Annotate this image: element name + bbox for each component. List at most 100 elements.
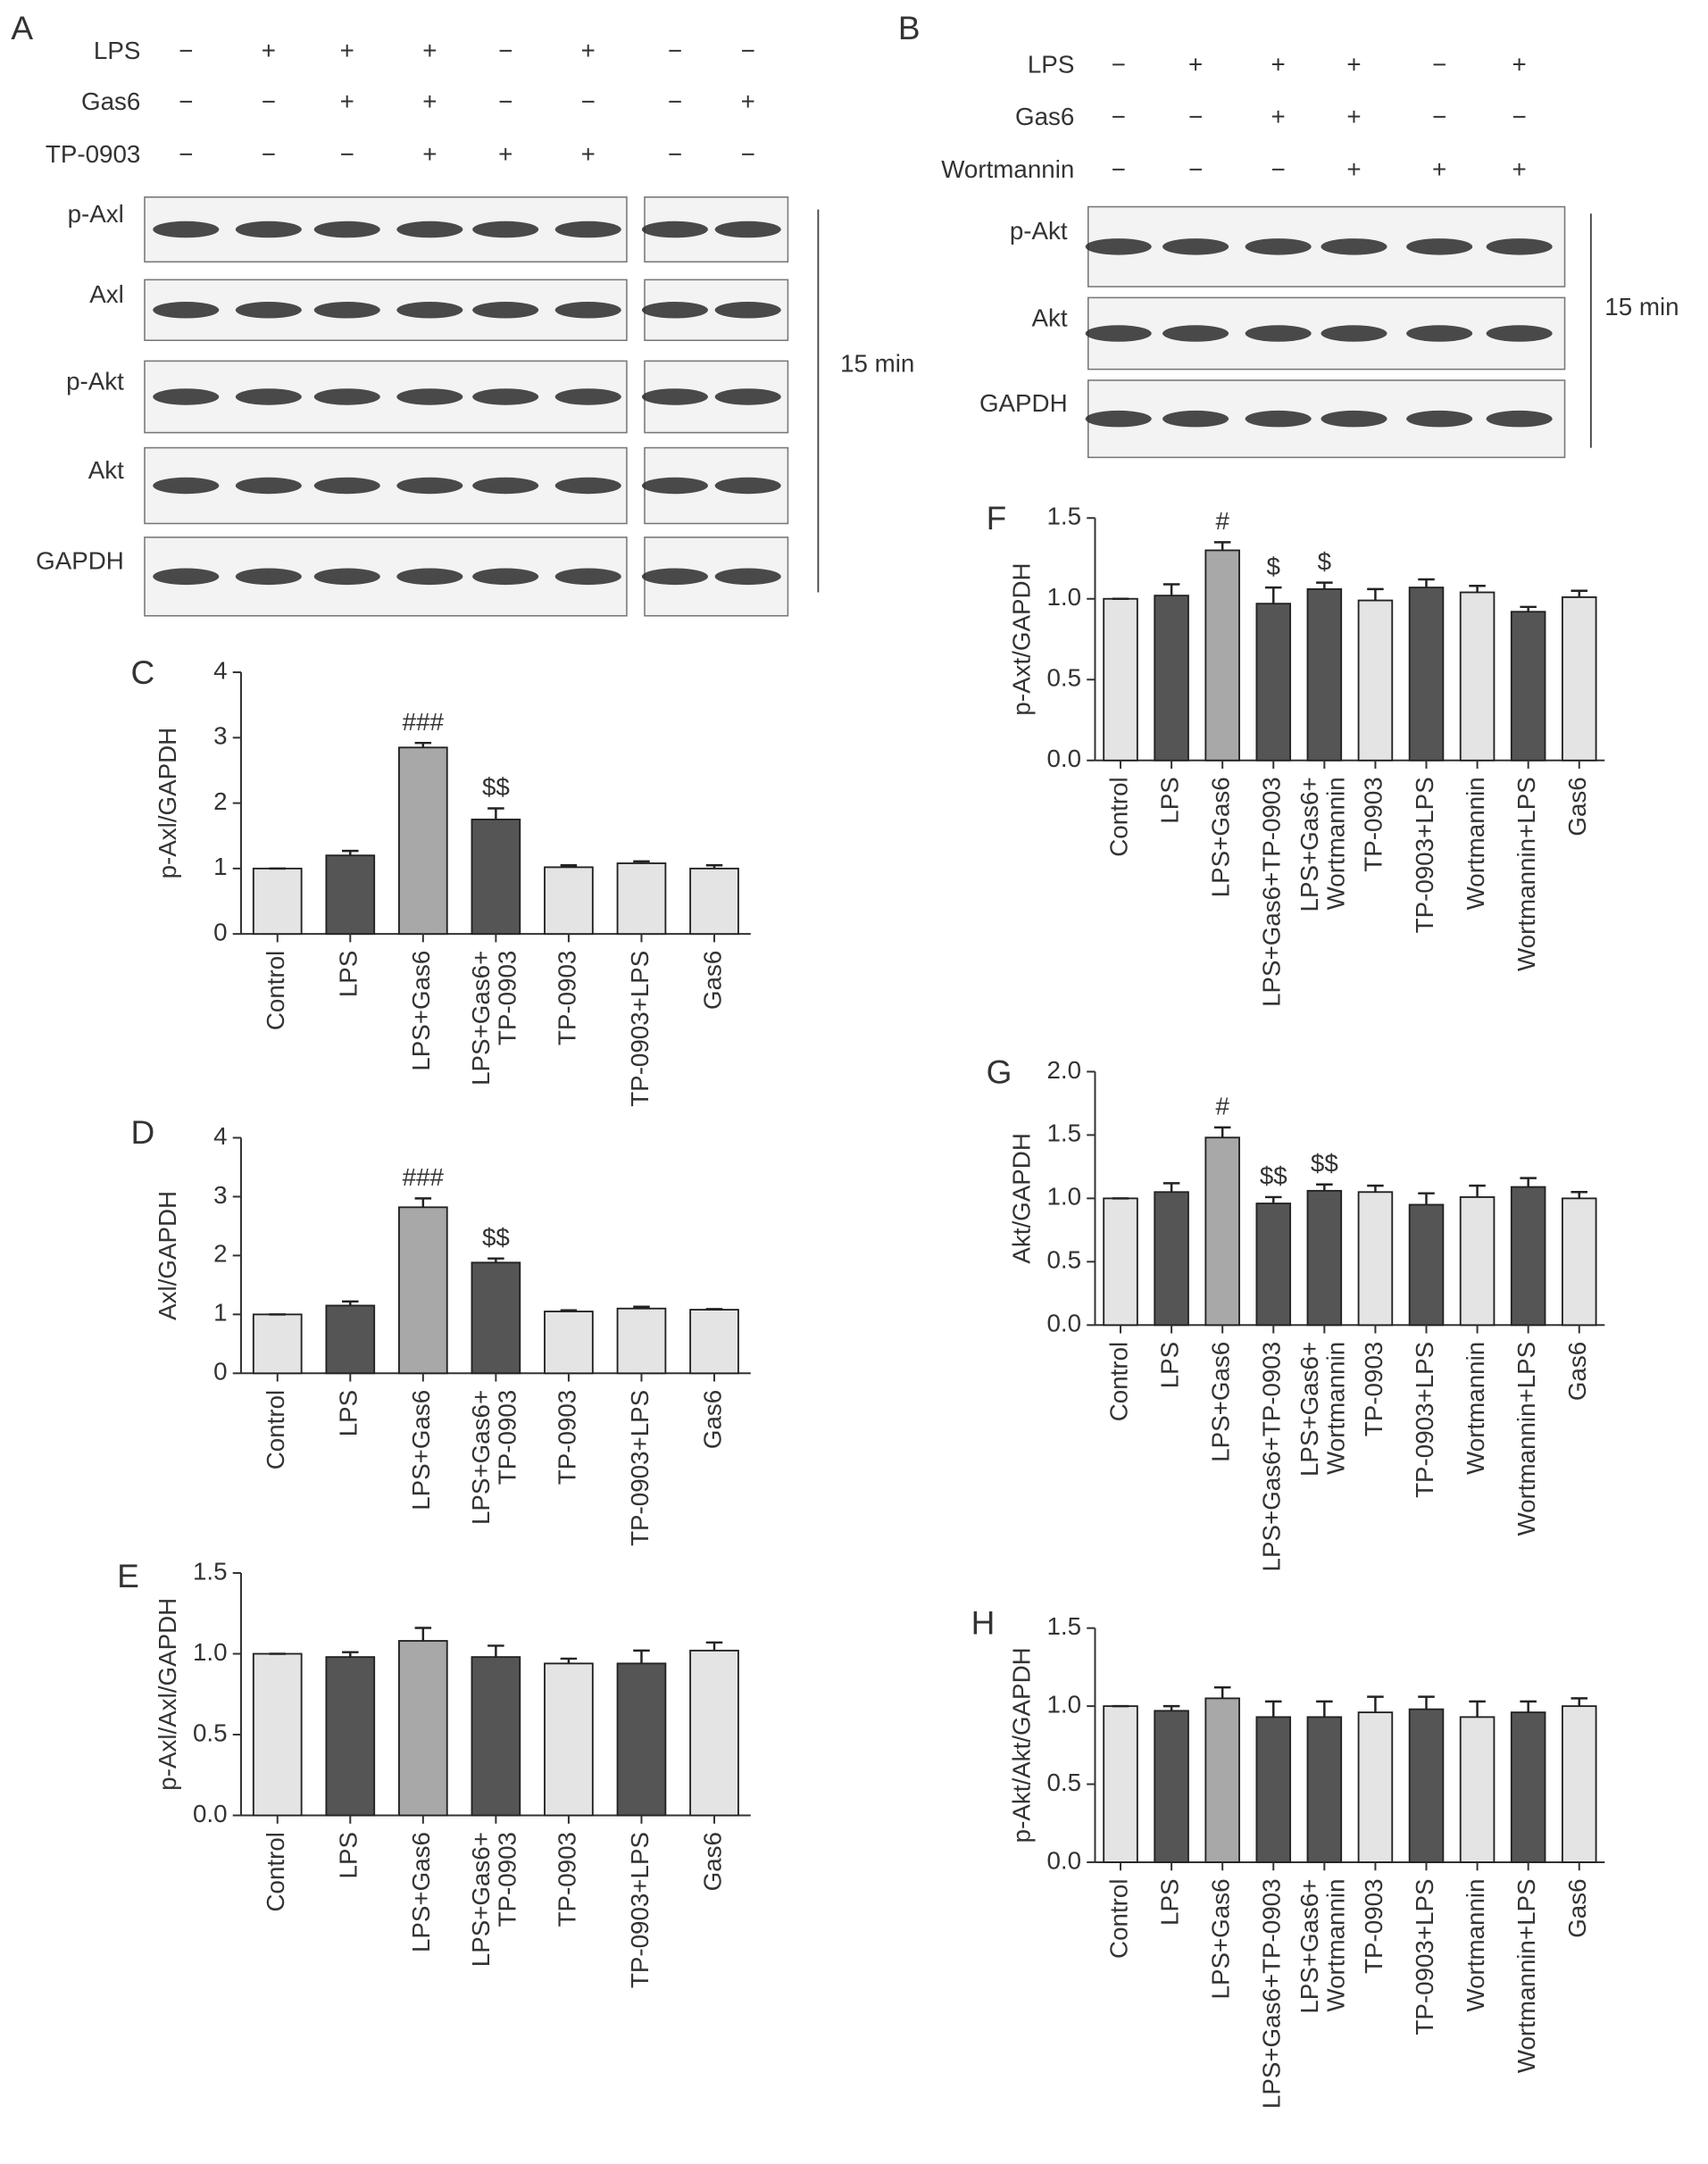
bar <box>1255 1203 1292 1327</box>
x-tick-label: LPS <box>1155 1878 1183 1925</box>
x-tick-label: Gas6 <box>1563 777 1591 836</box>
blot-band <box>1486 325 1553 342</box>
blot-band <box>1085 238 1152 255</box>
y-axis-label: p-Axl/GAPDH <box>154 728 181 879</box>
x-tick-label: Wortmannin+LPS <box>1512 777 1540 971</box>
treatment-sign: + <box>1271 103 1286 130</box>
y-axis-label: p-Axl/Axl/GAPDH <box>154 1598 181 1791</box>
x-tick-label: Gas6 <box>698 951 726 1010</box>
blot-band <box>313 568 380 586</box>
blot-band <box>235 221 302 238</box>
error-bar <box>705 1641 723 1651</box>
treatment-sign: − <box>340 140 354 168</box>
blot-band <box>1486 410 1553 428</box>
y-tick-label: 0.5 <box>1046 664 1081 692</box>
x-tick-label: TP-0903 <box>553 1832 580 1927</box>
x-tick-label: LPS+Gas6 <box>1207 1342 1235 1462</box>
y-tick-label: 1.0 <box>1046 1183 1081 1211</box>
blot-label: Akt <box>1032 304 1068 331</box>
blot-band <box>472 302 539 319</box>
error-bar <box>342 849 359 856</box>
bar <box>398 1640 448 1817</box>
y-tick-label: 1.5 <box>193 1557 228 1585</box>
bar <box>616 1662 667 1817</box>
error-bar <box>1469 585 1486 593</box>
error-bar <box>1571 1191 1588 1199</box>
bar <box>1408 1203 1445 1327</box>
blot-label: p-Axl <box>68 200 124 228</box>
blot-band <box>554 302 621 319</box>
y-tick-label: 0.0 <box>1046 1310 1081 1337</box>
bar <box>398 746 448 936</box>
x-tick-label: LPS+Gas6+ <box>1296 1878 1323 2013</box>
blot-box <box>144 196 628 263</box>
blot-band <box>554 388 621 405</box>
blot-band <box>1245 325 1312 342</box>
bar <box>325 854 376 936</box>
bar <box>1103 1197 1138 1327</box>
error-bar <box>1316 581 1333 589</box>
treatment-sign: − <box>741 140 755 168</box>
bar <box>1103 1705 1138 1863</box>
x-tick-label: LPS+Gas6+ <box>1296 777 1323 911</box>
x-tick-label: TP-0903+LPS <box>1411 777 1438 933</box>
x-tick-label: TP-0903 <box>1360 777 1387 871</box>
bar <box>1154 595 1189 762</box>
y-tick-label: 1.0 <box>193 1638 228 1666</box>
error-bar <box>342 1651 359 1658</box>
treatment-sign: − <box>1512 103 1527 130</box>
blot-band <box>1321 238 1387 255</box>
blot-band <box>235 302 302 319</box>
treatment-sign: − <box>1271 155 1286 183</box>
error-bar <box>1213 541 1231 551</box>
panel-letter: F <box>987 499 1007 537</box>
error-bar <box>560 863 578 868</box>
treatment-sign: + <box>581 140 596 168</box>
bar <box>398 1206 448 1375</box>
error-bar <box>487 807 504 820</box>
bar <box>1408 587 1445 762</box>
treatment-sign: + <box>422 140 437 168</box>
blot-band <box>153 388 220 405</box>
treatment-sign: − <box>1432 51 1446 79</box>
y-tick-label: 1 <box>213 853 227 880</box>
bar <box>544 1311 594 1375</box>
y-tick-label: 1.0 <box>1046 583 1081 611</box>
blot-band <box>641 568 708 586</box>
blot-band <box>153 477 220 495</box>
blot-band <box>153 221 220 238</box>
x-tick-label: LPS+Gas6 <box>1207 777 1235 897</box>
bar <box>1510 1711 1546 1863</box>
x-tick-label: Gas6 <box>1563 1878 1591 1937</box>
bar <box>1561 1197 1597 1327</box>
treatment-sign: + <box>340 87 354 115</box>
bar <box>1459 591 1496 762</box>
x-tick-label: LPS <box>1155 1342 1183 1388</box>
x-tick-label: LPS <box>335 951 362 997</box>
treatment-sign: + <box>1346 155 1361 183</box>
treatment-sign: + <box>422 37 437 64</box>
blot-band <box>472 388 539 405</box>
x-tick-label: TP-0903+LPS <box>626 1832 654 1988</box>
x-tick-label: Control <box>1104 777 1132 856</box>
error-bar <box>1316 1700 1333 1718</box>
x-tick-label: TP-0903 <box>553 951 580 1045</box>
treatment-sign: + <box>1346 103 1361 130</box>
blot-band <box>235 477 302 495</box>
treatment-label: TP-0903 <box>46 140 140 168</box>
bar <box>1204 1697 1240 1863</box>
blot-band <box>472 568 539 586</box>
blot-band <box>313 388 380 405</box>
x-tick-label: LPS+Gas6 <box>407 951 435 1071</box>
x-tick-label: LPS <box>335 1832 362 1878</box>
bar <box>471 1656 521 1817</box>
blot-band <box>641 388 708 405</box>
y-tick-label: 3 <box>213 722 227 750</box>
bar <box>1255 603 1292 762</box>
treatment-sign: + <box>1512 51 1527 79</box>
y-tick-label: 0.5 <box>193 1719 228 1746</box>
significance-label: $$ <box>482 1223 510 1251</box>
error-bar <box>1367 1184 1384 1193</box>
error-bar <box>1162 583 1180 596</box>
x-tick-label: Control <box>262 1390 289 1469</box>
